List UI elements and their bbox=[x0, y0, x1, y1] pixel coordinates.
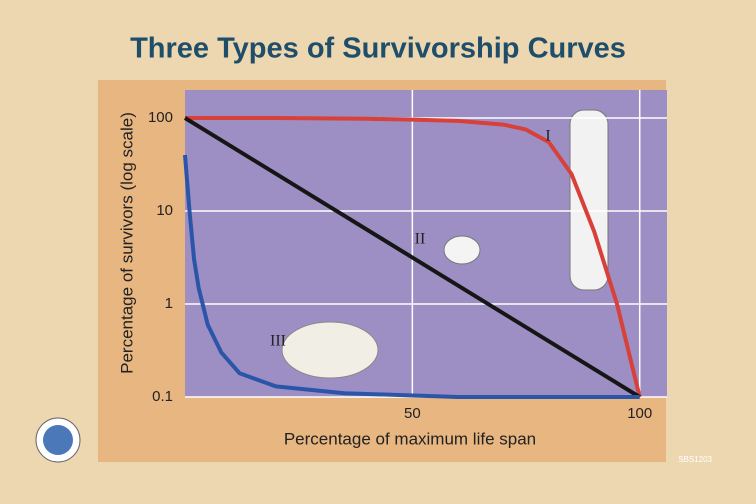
series-line bbox=[183, 154, 640, 399]
logo bbox=[35, 417, 81, 463]
series-line bbox=[183, 116, 641, 399]
oyster bbox=[281, 321, 379, 379]
chart-title: Three Types of Survivorship Curves bbox=[130, 33, 626, 65]
y-tick-label: 100 bbox=[148, 109, 173, 126]
series-line bbox=[185, 116, 642, 398]
x-axis-label: Percentage of maximum life span bbox=[284, 429, 536, 448]
y-axis-label: Percentage of survivors (log scale) bbox=[117, 112, 136, 374]
x-tick-label: 50 bbox=[404, 405, 421, 422]
series-label: III bbox=[270, 333, 286, 350]
logo-center bbox=[43, 425, 73, 455]
y-tick-label: 10 bbox=[156, 202, 173, 219]
x-tick-label: 100 bbox=[627, 405, 652, 422]
illustrations bbox=[281, 109, 609, 379]
y-tick-label: 0.1 bbox=[152, 388, 173, 405]
squirrel bbox=[443, 235, 481, 265]
series-label: II bbox=[415, 231, 426, 248]
footnote: SBS1203 bbox=[678, 455, 712, 464]
y-tick-label: 1 bbox=[165, 295, 173, 312]
series-label: I bbox=[545, 128, 550, 145]
